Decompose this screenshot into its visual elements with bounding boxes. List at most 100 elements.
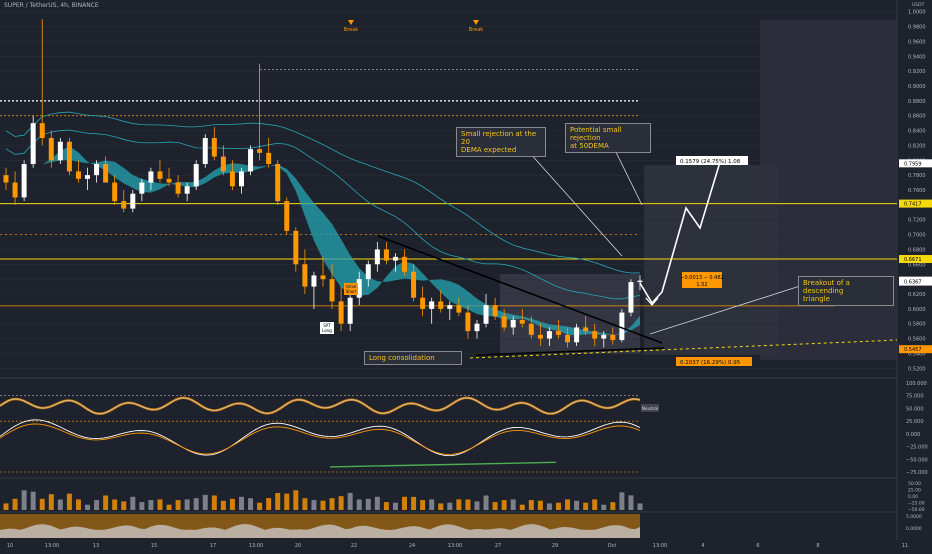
candle-body-19 (175, 182, 181, 194)
osc-wave-fast (0, 419, 641, 457)
callout-consolidation-text: Long consolidation (369, 354, 435, 362)
candle-body-49 (447, 305, 453, 309)
vol-bar-61 (555, 502, 561, 510)
dema-cloud-line-1 (5, 111, 641, 274)
candle-body-46 (420, 297, 426, 309)
candle-body-64 (583, 327, 589, 332)
price-tick-14: 0.7200 (908, 218, 926, 224)
candle-body-6 (57, 141, 63, 161)
vol-bar-37 (338, 496, 344, 510)
vol-bar-27 (248, 498, 254, 510)
candle-body-42 (383, 249, 389, 261)
vol-bar-59 (537, 500, 543, 510)
vol-bar-41 (374, 496, 380, 510)
candle-body-13 (121, 201, 127, 209)
callout-breakout: Breakout of a descending triangle (798, 276, 894, 306)
candle-body-20 (184, 186, 190, 194)
price-tick-4: 0.9200 (908, 69, 926, 75)
vol-bar-28 (257, 502, 263, 510)
candle-body-26 (238, 171, 244, 187)
projection-zone (644, 165, 778, 355)
osc-tick-2: 50.000 (906, 406, 924, 412)
callout-50dema: Potential small rejection at 50DEMA (565, 123, 651, 153)
time-tick-12: Oct (608, 543, 617, 549)
candles (3, 19, 643, 348)
time-tick-9: 13:00 (448, 543, 462, 549)
vol-bar-0 (3, 503, 9, 510)
candle-body-3 (30, 123, 36, 164)
candle-body-33 (302, 264, 308, 287)
svg-text:SPT: SPT (323, 323, 331, 328)
price-label-text-5: 0.5457 (904, 347, 922, 353)
price-grid (0, 11, 897, 369)
candle-body-23 (211, 138, 217, 157)
svg-text:Neutral: Neutral (642, 406, 659, 412)
vol-bar-4 (39, 498, 45, 510)
time-tick-10: 27 (495, 543, 501, 549)
candle-body-40 (365, 264, 371, 280)
svg-text:−0.0013 − 0.482: −0.0013 − 0.482 (680, 275, 723, 281)
vol-bar-5 (48, 494, 54, 510)
pointer-breakout (649, 285, 801, 335)
price-label-1 (899, 199, 932, 208)
vol-bar-39 (356, 499, 362, 510)
osc-tick-6: −50.000 (906, 457, 928, 463)
time-tick-8: 24 (409, 543, 415, 549)
candle-body-69 (628, 282, 634, 313)
time-tick-2: 13 (93, 543, 99, 549)
vol-bar-22 (202, 494, 208, 510)
candle-body-16 (148, 171, 154, 183)
vol-bar-10 (94, 500, 100, 510)
candle-body-9 (85, 175, 91, 179)
time-tick-15: 6 (756, 543, 759, 549)
price-tick-22: 0.5600 (908, 337, 926, 343)
price-label-text-4: 0.6367 (904, 280, 922, 286)
vol-bar-9 (85, 504, 91, 510)
candle-body-22 (202, 138, 208, 164)
svg-text:Long: Long (322, 328, 332, 333)
vol-bar-65 (592, 499, 598, 510)
vol-bar-47 (429, 499, 435, 510)
osc-tick-4: 0.000 (906, 432, 920, 438)
candle-body-43 (392, 256, 398, 261)
candle-body-60 (546, 331, 552, 339)
candle-body-2 (21, 164, 27, 198)
candle-body-8 (75, 171, 81, 179)
time-axis[interactable]: 10 13:00 13 15 17 13:00 20 22 24 13:00 27 29 Oct 13:0… (7, 543, 908, 549)
price-tick-15: 0.7000 (908, 233, 926, 239)
callout-20dema: Small rejection at the 20 DEMA expected (456, 127, 546, 157)
vol-bar-33 (302, 498, 308, 510)
candle-body-61 (555, 331, 561, 335)
vol-bar-20 (184, 499, 190, 510)
candle-body-53 (483, 305, 489, 324)
triangle-upper-line (377, 235, 663, 344)
vol-bar-44 (402, 496, 408, 510)
candle-body-55 (501, 316, 507, 328)
candle-body-54 (492, 305, 498, 317)
vol-bar-45 (411, 496, 417, 510)
projection-arrow (645, 297, 659, 306)
candle-body-48 (438, 301, 444, 309)
dema-cloud-line-0 (5, 129, 641, 300)
price-label-2 (899, 255, 932, 264)
osc-wave-slow (0, 423, 641, 455)
vol-bar-35 (320, 500, 326, 510)
price-label-text-1: 0.7417 (904, 202, 922, 208)
time-tick-17: 11 (902, 543, 908, 549)
svg-text:Short: Short (346, 289, 357, 294)
price-tick-5: 0.9000 (908, 84, 926, 90)
time-tick-4: 17 (210, 543, 216, 549)
candle-body-68 (619, 312, 625, 341)
candle-body-45 (411, 271, 417, 298)
candle-body-27 (248, 149, 254, 172)
vol-bar-54 (492, 502, 498, 510)
price-unit: USDT (912, 2, 925, 8)
price-tick-11: 0.7800 (908, 173, 926, 179)
price-tick-6: 0.8800 (908, 99, 926, 105)
vol-bar-6 (57, 499, 63, 510)
vol-bar-21 (193, 498, 199, 510)
candle-body-5 (48, 138, 54, 161)
time-tick-13: 13:00 (653, 543, 667, 549)
